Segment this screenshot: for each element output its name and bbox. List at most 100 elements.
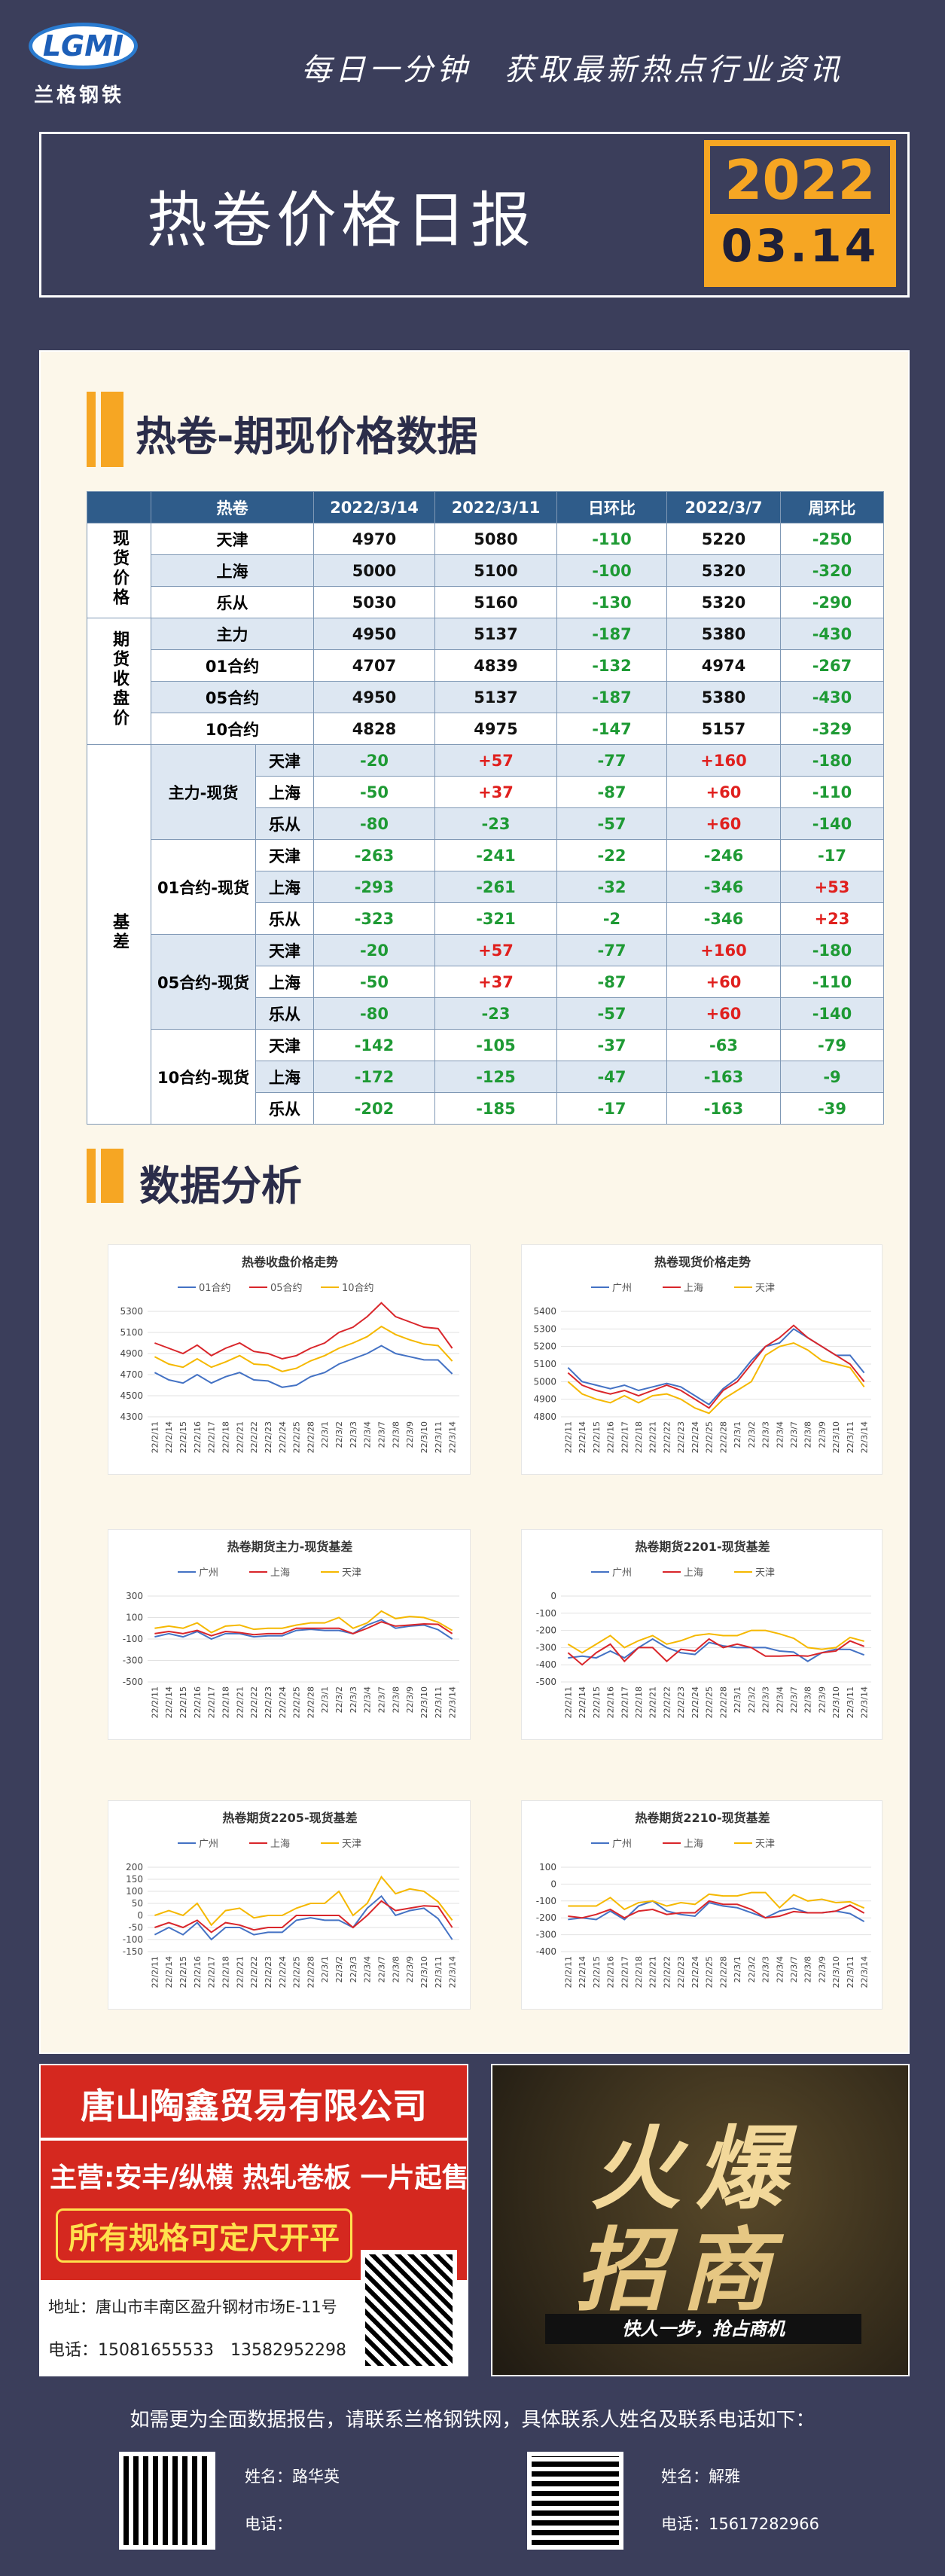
value-cell: -142	[313, 1029, 435, 1061]
y-tick-label: 5400	[533, 1306, 556, 1317]
x-tick-label: 22/2/24	[690, 1421, 700, 1453]
value-cell: 4950	[313, 681, 435, 713]
row-name: 乐从	[255, 807, 314, 840]
x-tick-label: 22/3/3	[761, 1956, 771, 1982]
value-cell: -80	[313, 997, 435, 1030]
y-tick-label: -50	[128, 1922, 143, 1933]
x-tick-label: 22/3/9	[817, 1686, 827, 1713]
x-tick-label: 22/2/22	[662, 1686, 672, 1718]
value-cell: -110	[556, 523, 667, 555]
header-cell: 2022/3/14	[313, 491, 435, 523]
x-tick-label: 22/2/22	[662, 1956, 672, 1988]
legend-label: 广州	[199, 1839, 218, 1850]
name: 解雅	[709, 2468, 740, 2486]
row-name: 天津	[255, 1029, 314, 1061]
x-tick-label: 22/2/22	[249, 1421, 259, 1453]
y-tick-label: -500	[123, 1677, 143, 1687]
section-bar	[87, 1149, 96, 1203]
y-tick-label: 4800	[533, 1412, 556, 1422]
x-tick-label: 22/3/4	[775, 1956, 785, 1982]
x-tick-label: 22/3/1	[733, 1686, 742, 1713]
x-tick-label: 22/3/3	[761, 1686, 771, 1713]
row-name: 天津	[151, 523, 314, 555]
table-row: 上海 -293 -261 -32 -346 +53	[87, 871, 884, 903]
x-tick-label: 22/3/2	[747, 1956, 757, 1982]
series-line	[154, 1619, 453, 1641]
table-row: 10合约 4828 4975 -147 5157 -329	[87, 713, 884, 745]
value-cell: -180	[780, 934, 884, 966]
y-tick-label: 200	[126, 1862, 143, 1872]
group-label: 现货价格	[87, 523, 151, 618]
x-tick-label: 22/3/8	[391, 1421, 401, 1448]
x-tick-label: 22/2/24	[278, 1956, 288, 1988]
series-line	[567, 1341, 865, 1415]
x-tick-label: 22/2/23	[676, 1686, 686, 1718]
x-tick-label: 22/3/7	[789, 1421, 799, 1448]
value-cell: 5137	[434, 618, 557, 650]
value-cell: -50	[313, 966, 435, 998]
value-cell: -87	[556, 966, 667, 998]
x-tick-label: 22/3/2	[334, 1956, 344, 1982]
x-tick-label: 22/2/16	[606, 1956, 616, 1988]
group-label: 期货收盘价	[87, 618, 151, 745]
chart-title: 热卷期货2201-现货基差	[635, 1540, 770, 1554]
series-line	[154, 1610, 453, 1634]
y-tick-label: -150	[123, 1946, 143, 1957]
legend-label: 01合约	[199, 1283, 231, 1294]
ad-business: 主营:安丰/纵横 热轧卷板 一片起售	[50, 2162, 469, 2193]
value-cell: 5160	[434, 586, 557, 618]
section-bar	[101, 1149, 123, 1203]
x-tick-label: 22/2/14	[164, 1686, 174, 1718]
x-tick-label: 22/3/3	[349, 1956, 358, 1982]
value-cell: -2	[556, 902, 667, 935]
title-box: 热卷价格日报 2022 03.14	[39, 132, 910, 298]
ad-slogan: 所有规格可定尺开平	[56, 2208, 352, 2263]
chart-title: 热卷期货2210-现货基差	[635, 1811, 770, 1825]
row-name: 天津	[255, 934, 314, 966]
x-tick-label: 22/3/10	[831, 1421, 841, 1453]
value-cell: -77	[556, 744, 667, 777]
value-cell: 5157	[666, 713, 781, 745]
x-tick-label: 22/2/25	[705, 1421, 715, 1453]
value-cell: -17	[556, 1092, 667, 1125]
x-tick-label: 22/3/8	[391, 1956, 401, 1982]
value-cell: -39	[780, 1092, 884, 1125]
x-tick-label: 22/2/18	[221, 1956, 231, 1988]
y-tick-label: 5300	[120, 1306, 143, 1317]
x-tick-label: 22/2/14	[578, 1686, 587, 1718]
value-cell: -290	[780, 586, 884, 618]
table-row: 10合约-现货 天津 -142 -105 -37 -63 -79	[87, 1029, 884, 1125]
ad-line1: 火爆	[590, 2117, 801, 2222]
legend-label: 天津	[755, 1567, 775, 1579]
x-tick-label: 22/3/10	[419, 1956, 429, 1988]
value-cell: +53	[780, 871, 884, 903]
x-tick-label: 22/2/11	[563, 1686, 573, 1718]
x-tick-label: 22/2/14	[578, 1956, 587, 1988]
table-row: 01合约-现货 天津 -263 -241 -22 -246 -17	[87, 839, 884, 935]
report-title: 热卷价格日报	[147, 185, 535, 255]
subgroup-label: 主力-现货	[151, 744, 256, 840]
value-cell: 4828	[313, 713, 435, 745]
value-cell: 5100	[434, 554, 557, 587]
legend-label: 10合约	[342, 1283, 374, 1294]
y-tick-label: 100	[539, 1862, 556, 1872]
x-tick-label: 22/3/14	[448, 1421, 458, 1453]
legend-label: 广州	[612, 1839, 632, 1850]
x-tick-label: 22/3/1	[320, 1956, 330, 1982]
x-tick-label: 22/3/14	[860, 1956, 870, 1988]
group-text: 基差	[110, 913, 129, 952]
header-cell	[87, 491, 151, 523]
x-tick-label: 22/3/1	[733, 1421, 742, 1448]
value-cell: -321	[434, 902, 557, 935]
value-cell: +23	[780, 902, 884, 935]
x-tick-label: 22/3/11	[434, 1686, 444, 1718]
qr-code	[119, 2452, 215, 2550]
table-row: 乐从 -202 -185 -17 -163 -39	[87, 1092, 884, 1125]
value-cell: -130	[556, 586, 667, 618]
x-tick-label: 22/2/25	[292, 1421, 302, 1453]
series-line	[154, 1344, 453, 1388]
x-tick-label: 22/2/23	[264, 1421, 273, 1453]
x-tick-label: 22/2/21	[648, 1686, 658, 1718]
